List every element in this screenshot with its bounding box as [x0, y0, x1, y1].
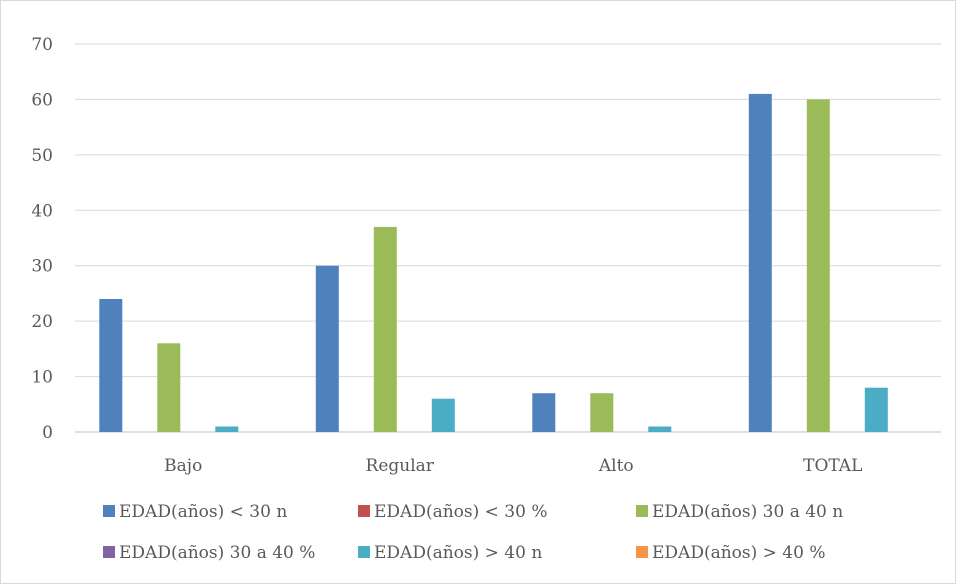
legend-label: EDAD(años) > 40 n	[374, 543, 542, 563]
legend-swatch	[636, 546, 648, 558]
bar-regular-series-1	[315, 265, 339, 432]
y-axis-tick-labels: 0 10 20 30 40 50 60 70	[31, 35, 53, 443]
bar-bajo-series-1	[99, 299, 123, 432]
gridlines	[75, 43, 941, 433]
bar-total-series-5	[864, 387, 888, 432]
legend-swatch	[358, 546, 370, 558]
bar-bajo-series-3	[157, 343, 181, 432]
y-tick-label: 30	[31, 257, 53, 277]
legend-label: EDAD(años) > 40 %	[652, 543, 826, 563]
x-tick-label: Bajo	[164, 456, 202, 476]
legend-swatch	[358, 505, 370, 517]
y-tick-label: 0	[42, 423, 53, 443]
bar-alto-series-5	[648, 426, 672, 432]
bar-regular-series-3	[373, 226, 397, 432]
y-tick-label: 70	[31, 35, 53, 55]
bar-alto-series-1	[532, 393, 556, 432]
bar-regular-series-5	[431, 398, 455, 432]
x-tick-label: Regular	[366, 456, 435, 476]
bar-bajo-series-5	[215, 426, 239, 432]
x-tick-label: Alto	[598, 456, 634, 476]
legend-swatch	[636, 505, 648, 517]
bar-total-series-3	[806, 99, 830, 433]
legend-label: EDAD(años) < 30 n	[119, 502, 287, 522]
x-axis-tick-labels: Bajo Regular Alto TOTAL	[164, 456, 862, 476]
y-tick-label: 10	[31, 368, 53, 388]
bar-alto-series-3	[590, 393, 614, 432]
legend-label: EDAD(años) < 30 %	[374, 502, 548, 522]
y-tick-label: 60	[31, 90, 53, 110]
y-tick-label: 20	[31, 312, 53, 332]
legend-swatch	[103, 546, 115, 558]
bars	[99, 93, 888, 433]
bar-total-series-1	[748, 93, 772, 433]
legend: EDAD(años) < 30 n EDAD(años) < 30 % EDAD(a…	[103, 502, 843, 563]
y-tick-label: 50	[31, 146, 53, 166]
y-tick-label: 40	[31, 201, 53, 221]
legend-label: EDAD(años) 30 a 40 %	[119, 543, 315, 563]
legend-label: EDAD(años) 30 a 40 n	[652, 502, 843, 522]
x-tick-label: TOTAL	[803, 456, 862, 476]
legend-swatch	[103, 505, 115, 517]
